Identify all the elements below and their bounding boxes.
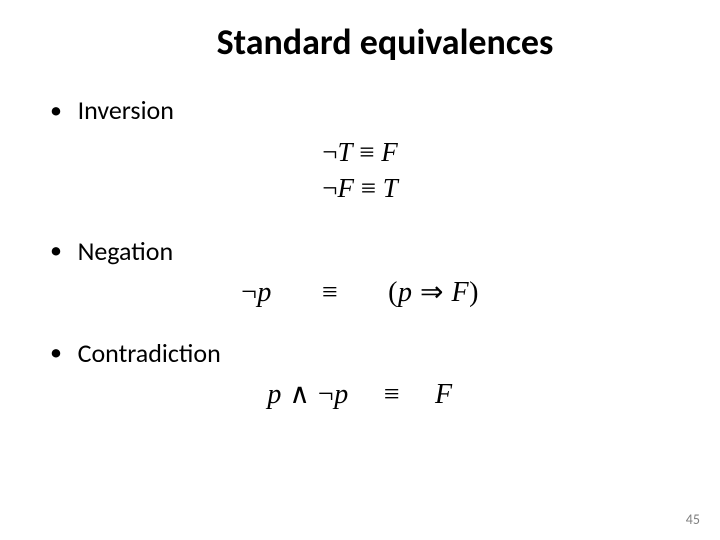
- formula-block-contradiction: p ∧ ¬p≡F: [50, 377, 670, 411]
- formula-block-inversion: ¬T ≡ F ¬F ≡ T: [50, 134, 670, 207]
- formula-inversion: ¬T ≡ F ¬F ≡ T: [50, 134, 670, 207]
- section-label-negation: Negation: [78, 235, 174, 267]
- slide-container: Standard equivalences • Inversion ¬T ≡ F…: [0, 0, 720, 540]
- section-label-contradiction: Contradiction: [78, 337, 221, 369]
- formula-line-2: ¬F ≡ T: [50, 170, 670, 206]
- section-label-inversion: Inversion: [78, 94, 174, 126]
- formula-line-1: ¬T ≡ F: [50, 134, 670, 170]
- formula-contradiction: p ∧ ¬p≡F: [50, 377, 670, 411]
- slide-title: Standard equivalences: [100, 20, 670, 64]
- page-number: 45: [686, 511, 700, 528]
- formula-block-negation: ¬p≡(p ⇒ F): [50, 275, 670, 309]
- bullet-item-contradiction: • Contradiction: [50, 337, 670, 369]
- bullet-item-inversion: • Inversion: [50, 94, 670, 126]
- formula-negation: ¬p≡(p ⇒ F): [50, 275, 670, 309]
- bullet-dot: •: [50, 96, 62, 125]
- bullet-dot: •: [50, 338, 62, 367]
- bullet-dot: •: [50, 236, 62, 265]
- bullet-item-negation: • Negation: [50, 235, 670, 267]
